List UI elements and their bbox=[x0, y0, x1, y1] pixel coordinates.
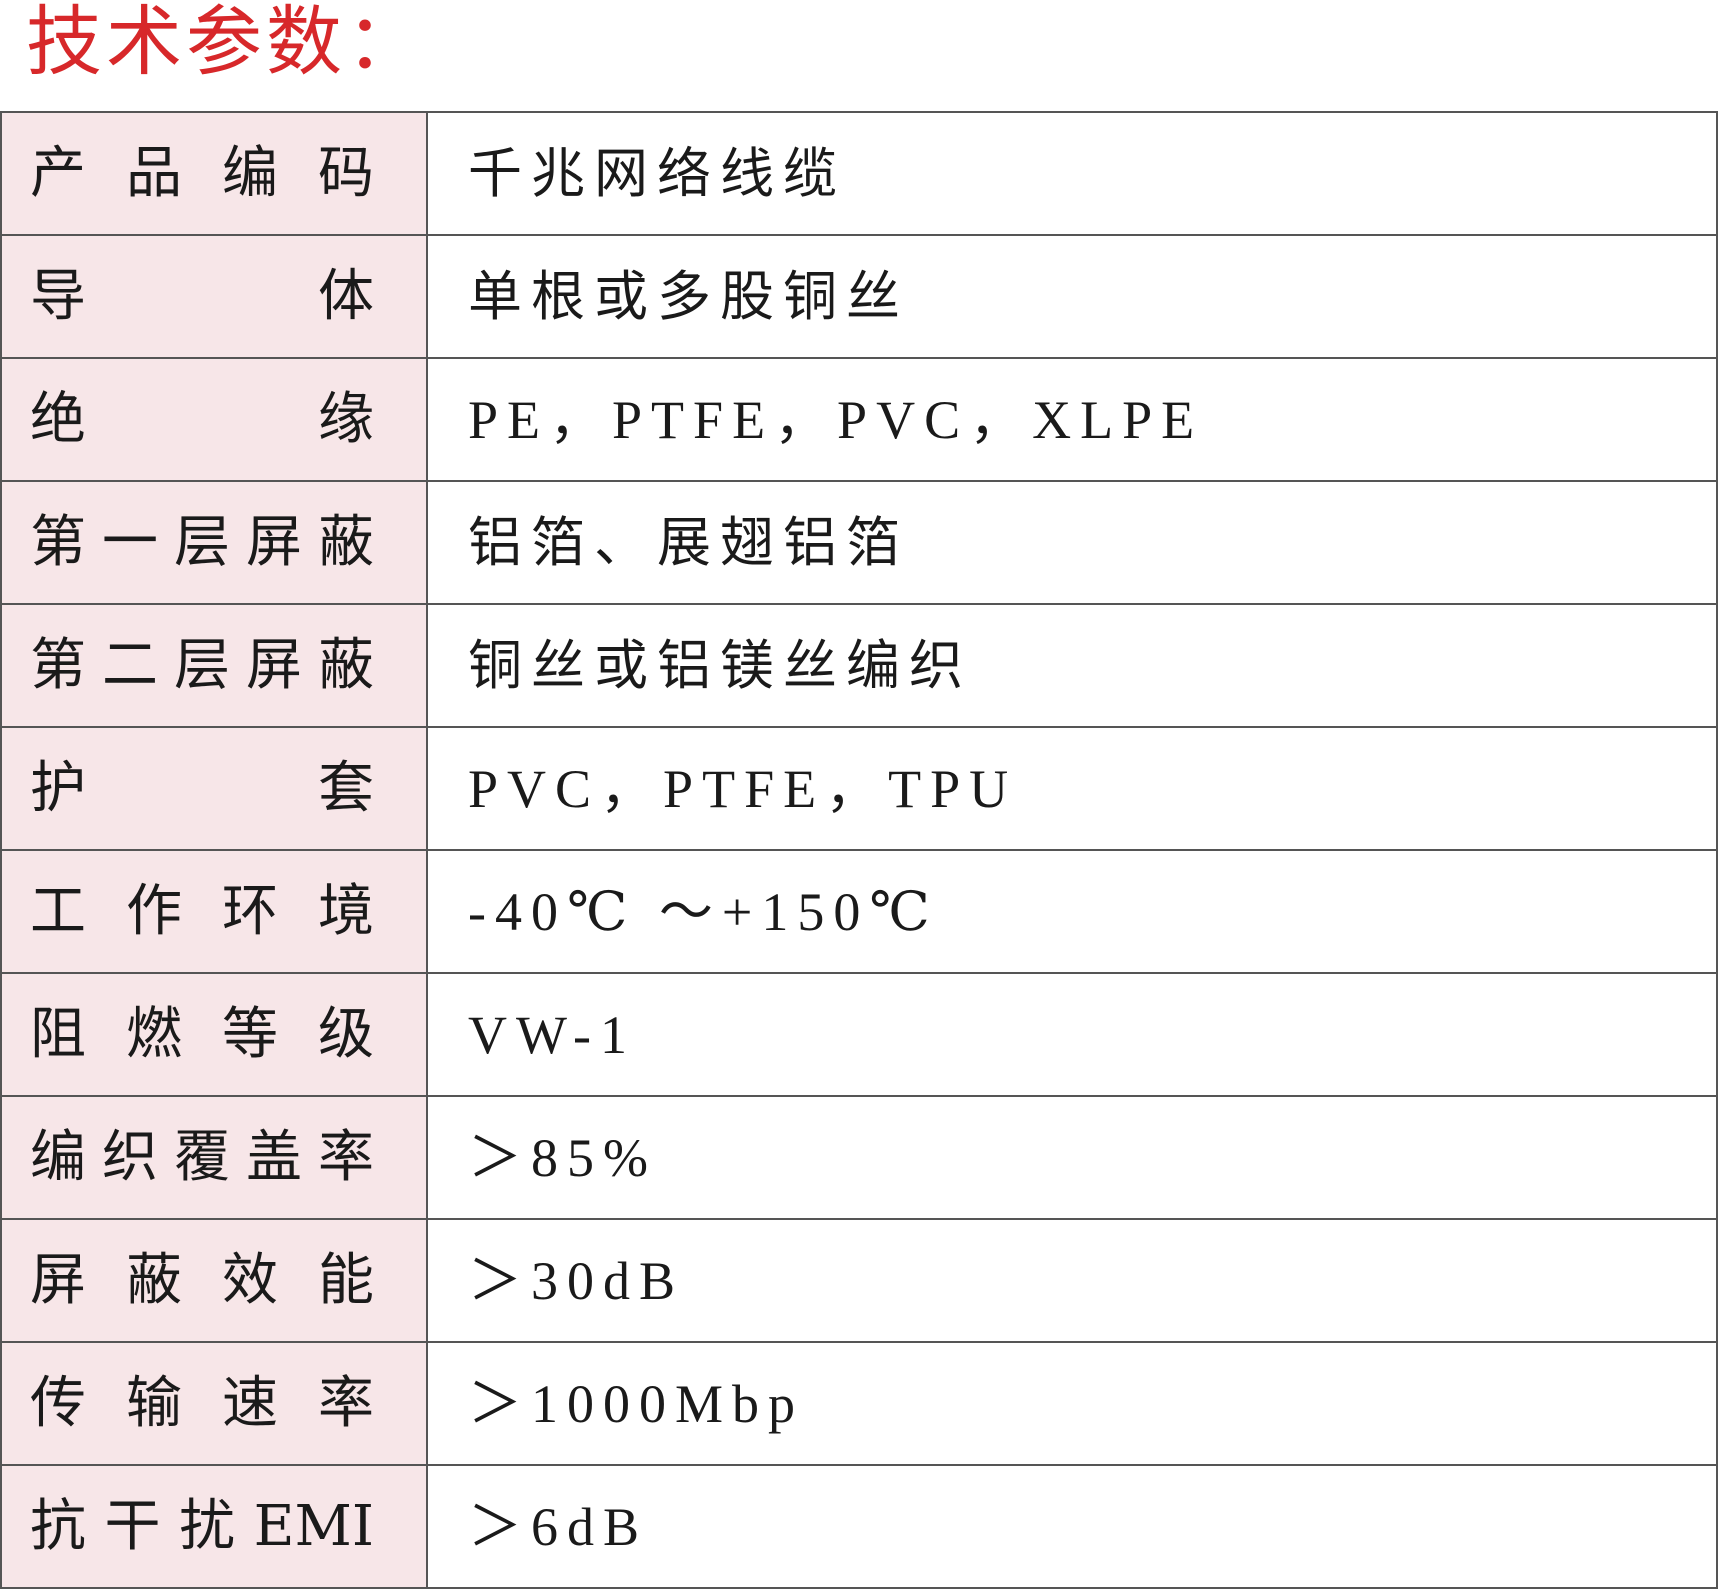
spec-value-cell: ＞30dB bbox=[426, 1218, 1718, 1343]
spec-value: ＞1000Mbp bbox=[468, 1373, 805, 1434]
spec-label-cell: 绝缘 bbox=[0, 357, 428, 482]
table-row: 导体 单根或多股铜丝 bbox=[0, 234, 1718, 359]
spec-label: 屏蔽效能 bbox=[30, 1247, 374, 1313]
spec-value: ＞30dB bbox=[468, 1250, 685, 1311]
spec-label-cell: 阻燃等级 bbox=[0, 972, 428, 1097]
spec-label-cell: 产品编码 bbox=[0, 111, 428, 236]
spec-value-cell: ＞1000Mbp bbox=[426, 1341, 1718, 1466]
spec-label-cell: 传输速率 bbox=[0, 1341, 428, 1466]
spec-value-cell: VW-1 bbox=[426, 972, 1718, 1097]
spec-label-cell: 工作环境 bbox=[0, 849, 428, 974]
spec-value: -40℃ ～+150℃ bbox=[468, 881, 939, 942]
table-row: 屏蔽效能 ＞30dB bbox=[0, 1218, 1718, 1343]
spec-value-cell: PVC，PTFE，TPU bbox=[426, 726, 1718, 851]
spec-label-cell: 第一层屏蔽 bbox=[0, 480, 428, 605]
spec-label-cell: 护套 bbox=[0, 726, 428, 851]
table-row: 护套 PVC，PTFE，TPU bbox=[0, 726, 1718, 851]
page-title: 技术参数： bbox=[26, 0, 426, 86]
spec-value: 千兆网络线缆 bbox=[468, 143, 846, 204]
spec-value-cell: 铝箔、展翅铝箔 bbox=[426, 480, 1718, 605]
spec-label-cell: 屏蔽效能 bbox=[0, 1218, 428, 1343]
spec-value: PE，PTFE，PVC，XLPE bbox=[468, 389, 1204, 450]
spec-label-cell: 第二层屏蔽 bbox=[0, 603, 428, 728]
spec-label: 传输速率 bbox=[30, 1370, 374, 1436]
spec-value-cell: ＞6dB bbox=[426, 1464, 1718, 1589]
spec-value: 铜丝或铝镁丝编织 bbox=[468, 635, 972, 696]
table-row: 抗干扰EMI ＞6dB bbox=[0, 1464, 1718, 1589]
spec-label-cell: 导体 bbox=[0, 234, 428, 359]
spec-label: 导体 bbox=[30, 263, 374, 329]
spec-label: 工作环境 bbox=[30, 878, 374, 944]
spec-value-cell: ＞85% bbox=[426, 1095, 1718, 1220]
spec-label-cell: 抗干扰EMI bbox=[0, 1464, 428, 1589]
table-row: 传输速率 ＞1000Mbp bbox=[0, 1341, 1718, 1466]
spec-value: PVC，PTFE，TPU bbox=[468, 758, 1018, 819]
spec-label: 第一层屏蔽 bbox=[30, 509, 374, 575]
spec-label: 护套 bbox=[30, 755, 374, 821]
spec-label: 编织覆盖率 bbox=[30, 1124, 374, 1190]
table-row: 编织覆盖率 ＞85% bbox=[0, 1095, 1718, 1220]
spec-value: 单根或多股铜丝 bbox=[468, 266, 909, 327]
table-row: 绝缘 PE，PTFE，PVC，XLPE bbox=[0, 357, 1718, 482]
spec-value-cell: 单根或多股铜丝 bbox=[426, 234, 1718, 359]
table-row: 产品编码 千兆网络线缆 bbox=[0, 111, 1718, 236]
spec-value-cell: -40℃ ～+150℃ bbox=[426, 849, 1718, 974]
table-row: 工作环境 -40℃ ～+150℃ bbox=[0, 849, 1718, 974]
spec-value: ＞6dB bbox=[468, 1496, 649, 1557]
spec-table: 产品编码 千兆网络线缆导体 单根或多股铜丝绝缘 PE，PTFE，PVC，XLPE 第一层… bbox=[0, 111, 1718, 1589]
table-row: 阻燃等级 VW-1 bbox=[0, 972, 1718, 1097]
table-row: 第一层屏蔽 铝箔、展翅铝箔 bbox=[0, 480, 1718, 605]
spec-value: ＞85% bbox=[468, 1127, 657, 1188]
table-row: 第二层屏蔽 铜丝或铝镁丝编织 bbox=[0, 603, 1718, 728]
spec-value: VW-1 bbox=[468, 1004, 636, 1065]
spec-label-cell: 编织覆盖率 bbox=[0, 1095, 428, 1220]
spec-label: 第二层屏蔽 bbox=[30, 632, 374, 698]
spec-label: 阻燃等级 bbox=[30, 1001, 374, 1067]
spec-label: 绝缘 bbox=[30, 386, 374, 452]
spec-value-cell: 铜丝或铝镁丝编织 bbox=[426, 603, 1718, 728]
spec-label: 产品编码 bbox=[30, 140, 374, 206]
spec-value: 铝箔、展翅铝箔 bbox=[468, 512, 909, 573]
spec-value-cell: 千兆网络线缆 bbox=[426, 111, 1718, 236]
spec-label: 抗干扰EMI bbox=[30, 1493, 374, 1559]
spec-value-cell: PE，PTFE，PVC，XLPE bbox=[426, 357, 1718, 482]
